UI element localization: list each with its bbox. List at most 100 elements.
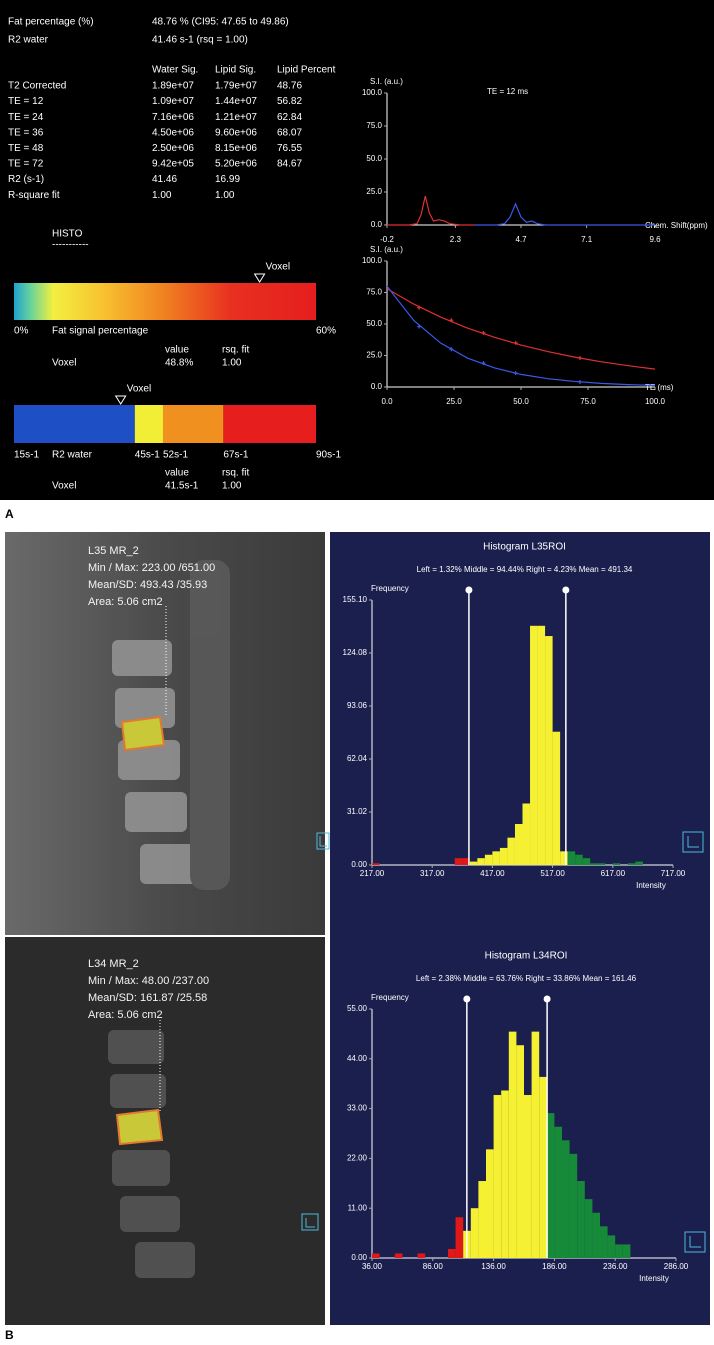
table-cell: 2.50e+06 [152, 143, 194, 154]
histogram-bar [552, 731, 561, 865]
bar-tick-label: 0% [14, 326, 29, 337]
histogram-bar [501, 1090, 509, 1258]
series-line [386, 285, 656, 386]
image-annotation: Mean/SD: 161.87 /25.58 [88, 992, 207, 1004]
table-cell: 7.16e+06 [152, 112, 194, 123]
table-cell: 76.55 [277, 143, 302, 154]
histogram-bar [499, 847, 508, 865]
histogram-bar [372, 863, 380, 865]
image-annotation: Min / Max: 223.00 /651.00 [88, 562, 215, 574]
table-cell: 1.89e+07 [152, 81, 194, 92]
x-tick-label: -0.2 [380, 235, 394, 244]
y-tick-label: 0.00 [351, 860, 367, 869]
r2-segment [162, 405, 224, 443]
roi [120, 715, 166, 752]
histogram-bar [584, 1199, 593, 1258]
histogram-bar [492, 851, 500, 865]
x-axis-label: Chem. Shift(ppm) [645, 221, 708, 230]
vertebra [118, 740, 180, 780]
readout-cell: Voxel [52, 358, 76, 369]
series-line [474, 202, 655, 226]
histogram-bar [590, 863, 598, 865]
spine [108, 1030, 195, 1278]
table-cell: 9.42e+05 [152, 159, 194, 170]
x-tick-label: 75.0 [580, 397, 596, 406]
x-axis-label: Intensity [636, 881, 666, 890]
bar-tick-label: 67s-1 [223, 450, 248, 461]
bar-tick-label: 45s-1 [135, 450, 160, 461]
summary-label: Fat percentage (%) [8, 17, 94, 28]
spine [112, 560, 230, 890]
table-cell: 9.60e+06 [215, 127, 257, 138]
row-label: T2 Corrected [8, 81, 66, 92]
table-header: Lipid Sig. [215, 65, 256, 76]
chart-subtitle: Left = 2.38% Middle = 63.76% Right = 33.… [416, 974, 637, 983]
x-tick-label: 186.00 [542, 1262, 567, 1271]
y-tick-label: 124.08 [343, 648, 368, 657]
x-tick-label: 36.00 [362, 1262, 383, 1271]
y-tick-label: 50.0 [366, 319, 382, 328]
panel-label: A [5, 507, 14, 521]
histogram-bar [569, 1153, 578, 1258]
histogram-bar [546, 1113, 555, 1258]
x-tick-label: 317.00 [420, 869, 445, 878]
histogram-bar [575, 854, 583, 865]
readout-header: value [165, 345, 189, 356]
histogram-bar [394, 1253, 403, 1258]
section-rule: ----------- [52, 240, 89, 251]
histogram-bar [507, 837, 515, 865]
voxel-marker [114, 395, 127, 405]
histogram-bar [545, 636, 553, 865]
icon-box [316, 832, 330, 850]
table-cell: 48.76 [277, 81, 302, 92]
summary-value: 41.46 s-1 (rsq = 1.00) [152, 35, 248, 46]
table-cell: 16.99 [215, 174, 240, 185]
histogram-bar [607, 1235, 616, 1258]
histogram-bar [615, 1244, 623, 1258]
histogram-bar [537, 625, 546, 865]
x-tick-label: 9.6 [649, 235, 661, 244]
x-tick-label: 100.0 [645, 397, 666, 406]
table-cell: 1.00 [215, 190, 235, 201]
icon-box [682, 831, 704, 853]
histogram-bar [612, 863, 621, 865]
y-tick-label: 62.04 [347, 754, 368, 763]
readout-cell: 1.00 [222, 358, 242, 369]
x-tick-label: 217.00 [360, 869, 385, 878]
histogram-bar [508, 1031, 517, 1258]
histogram-bar [477, 858, 485, 865]
image-annotation: Min / Max: 48.00 /237.00 [88, 975, 209, 987]
range-handle [562, 586, 570, 594]
chart-title: TE = 12 ms [487, 87, 528, 96]
bar-tick-label: 90s-1 [316, 450, 341, 461]
row-label: TE = 48 [8, 143, 44, 154]
range-handle [465, 586, 473, 594]
y-axis-label: Frequency [371, 993, 409, 1002]
view-icon [301, 832, 330, 1231]
range-handle [463, 995, 471, 1003]
spinal-canal [190, 560, 230, 890]
vertebra [120, 1196, 180, 1232]
table-cell: 68.07 [277, 127, 302, 138]
panel-label: B [5, 1328, 14, 1342]
y-axis-label: Frequency [371, 584, 409, 593]
table-cell: 62.84 [277, 112, 302, 123]
range-handle [543, 995, 551, 1003]
bar-tick-label: 60% [316, 326, 336, 337]
x-tick-label: 136.00 [481, 1262, 506, 1271]
series-line [386, 288, 656, 370]
bar-tick-label: 15s-1 [14, 450, 39, 461]
y-tick-label: 75.0 [366, 288, 382, 297]
chart-title: Histogram L35ROI [483, 542, 566, 553]
summary-label: R2 water [8, 35, 49, 46]
series-line [387, 195, 475, 226]
x-axis-label: Intensity [639, 1274, 669, 1283]
table-header: Water Sig. [152, 65, 198, 76]
y-tick-label: 0.0 [371, 382, 383, 391]
vertebra [140, 844, 202, 884]
readout-header: rsq. fit [222, 345, 249, 356]
readout-header: rsq. fit [222, 468, 249, 479]
fat-color-bar [14, 283, 316, 320]
readout-cell: 41.5s-1 [165, 481, 199, 492]
